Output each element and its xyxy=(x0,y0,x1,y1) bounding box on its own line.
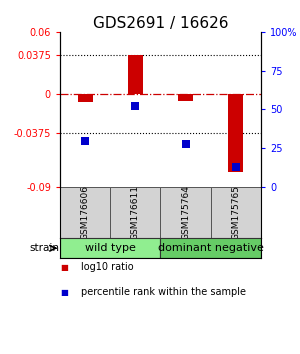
Text: log10 ratio: log10 ratio xyxy=(81,262,134,272)
FancyBboxPatch shape xyxy=(110,187,160,238)
Text: strain: strain xyxy=(29,243,59,253)
Bar xyxy=(78,94,93,102)
Point xyxy=(233,164,238,170)
FancyBboxPatch shape xyxy=(160,187,211,238)
Title: GDS2691 / 16626: GDS2691 / 16626 xyxy=(93,16,228,31)
Text: dominant negative: dominant negative xyxy=(158,243,264,253)
Point xyxy=(133,104,138,109)
FancyBboxPatch shape xyxy=(211,187,261,238)
FancyBboxPatch shape xyxy=(60,187,110,238)
Bar xyxy=(128,55,143,94)
Text: GSM176611: GSM176611 xyxy=(131,185,140,240)
Text: ■: ■ xyxy=(60,287,68,297)
FancyBboxPatch shape xyxy=(160,238,261,258)
Text: ■: ■ xyxy=(60,263,68,272)
Text: GSM175765: GSM175765 xyxy=(231,185,240,240)
Bar xyxy=(178,94,193,101)
Text: wild type: wild type xyxy=(85,243,136,253)
Text: percentile rank within the sample: percentile rank within the sample xyxy=(81,287,246,297)
Bar xyxy=(228,94,243,172)
Text: GSM176606: GSM176606 xyxy=(81,185,90,240)
Point xyxy=(83,138,88,143)
Text: GSM175764: GSM175764 xyxy=(181,185,190,240)
FancyBboxPatch shape xyxy=(60,238,160,258)
Point xyxy=(183,141,188,147)
